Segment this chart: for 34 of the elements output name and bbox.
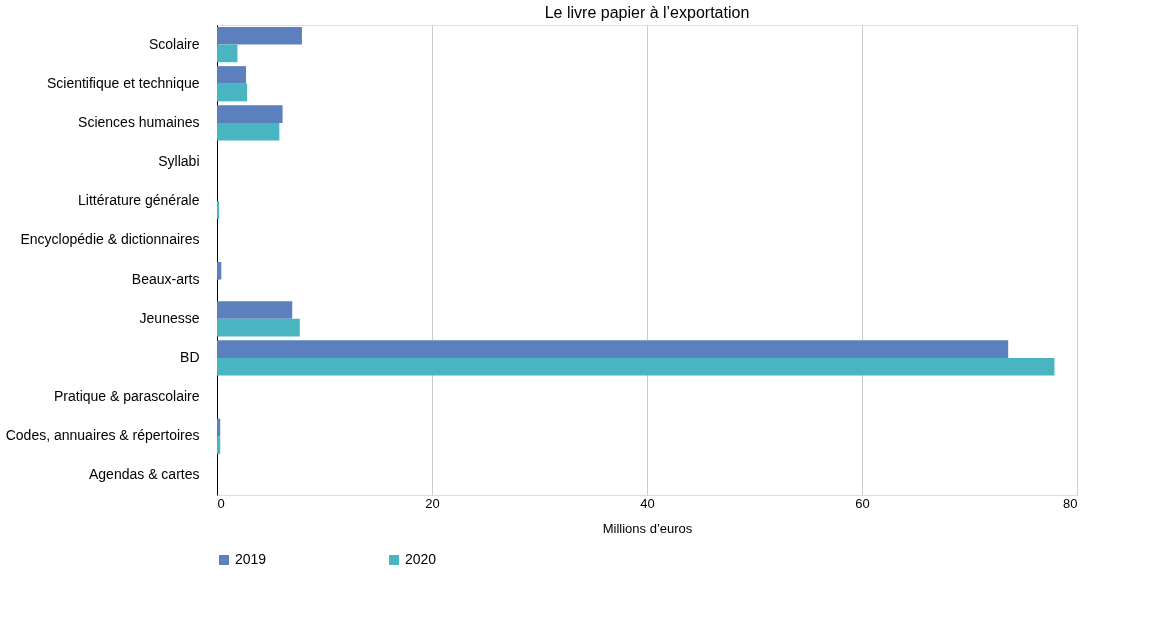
y-tick-label: Beaux-arts xyxy=(131,270,200,287)
y-tick-label: Encyclopédie & dictionnaires xyxy=(20,231,200,248)
x-tick-label: 0 xyxy=(217,495,225,511)
bar xyxy=(217,301,293,319)
y-tick-label: Littérature générale xyxy=(78,192,200,209)
bar xyxy=(217,261,222,280)
x-tick-label: 80 xyxy=(1063,495,1078,511)
y-tick-label: Pratique & parascolaire xyxy=(53,388,200,405)
y-tick-label: Jeunesse xyxy=(139,309,200,326)
x-tick-label: 40 xyxy=(640,495,655,511)
y-tick-label: Sciences humaines xyxy=(78,113,200,130)
bar xyxy=(217,66,247,84)
bar xyxy=(217,340,1009,358)
bar xyxy=(217,201,220,219)
bar xyxy=(217,105,283,123)
bar xyxy=(217,357,1055,376)
bar xyxy=(217,44,238,63)
x-tick-label: 20 xyxy=(425,495,440,511)
y-tick-label: Agendas & cartes xyxy=(88,466,200,483)
chart-title: Le livre papier à l’exportation xyxy=(544,4,750,21)
bar xyxy=(217,83,248,102)
y-tick-label: BD xyxy=(180,348,200,365)
bar xyxy=(217,318,300,337)
bar xyxy=(217,436,221,454)
y-tick-label: Scolaire xyxy=(148,35,200,52)
legend-label: 2019 xyxy=(235,551,267,567)
y-tick-label: Codes, annuaires & répertoires xyxy=(5,427,200,444)
legend-label: 2020 xyxy=(405,551,437,567)
x-tick-label: 60 xyxy=(855,495,870,511)
bar xyxy=(217,122,280,141)
bar xyxy=(217,26,302,45)
x-axis-title: Millions d’euros xyxy=(602,520,693,536)
y-tick-label: Syllabi xyxy=(158,153,200,170)
y-tick-label: Scientifique et technique xyxy=(46,74,200,91)
